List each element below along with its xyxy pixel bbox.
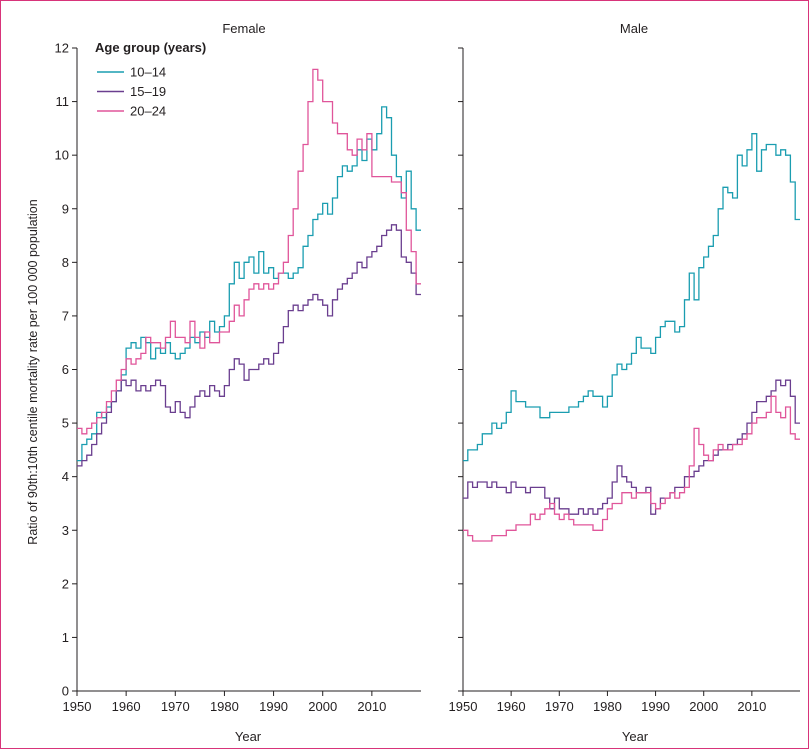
x-tick-label: 1980: [593, 699, 622, 714]
y-tick-label: 6: [62, 362, 69, 377]
female-panel-title: Female: [222, 21, 265, 36]
male-panel-title: Male: [620, 21, 648, 36]
x-tick-label: 2000: [689, 699, 718, 714]
male-panel: 1950 1960 1970 1980 1990 2000 2010: [449, 47, 800, 714]
x-tick-label: 1990: [259, 699, 288, 714]
y-tick-label: 11: [56, 94, 70, 109]
x-tick-label: 1970: [161, 699, 190, 714]
x-tick-label: 1980: [210, 699, 239, 714]
female-x-axis-label: Year: [235, 729, 262, 744]
x-tick-label: 1950: [63, 699, 92, 714]
legend-label: 10–14: [130, 65, 166, 80]
y-tick-label: 2: [62, 576, 69, 591]
y-tick-label: 1: [62, 630, 69, 645]
series-line-female-2: [77, 68, 421, 435]
series-line-male-0: [463, 133, 800, 462]
series-line-male-2: [463, 395, 800, 542]
legend-label: 15–19: [130, 84, 166, 99]
series-line-female-1: [77, 224, 421, 467]
y-tick-label: 4: [62, 469, 69, 484]
x-tick-label: 2010: [357, 699, 386, 714]
y-tick-label: 0: [62, 684, 69, 699]
series-line-female-0: [77, 106, 421, 462]
x-tick-label: 2010: [737, 699, 766, 714]
series-line-male-1: [463, 379, 800, 515]
legend-label: 20–24: [130, 104, 166, 119]
legend: Age group (years) 10–14 15–19 20–24: [95, 40, 206, 119]
x-tick-label: 1950: [449, 699, 478, 714]
x-tick-label: 1960: [497, 699, 526, 714]
y-tick-label: 9: [62, 201, 69, 216]
x-tick-label: 1970: [545, 699, 574, 714]
male-x-axis-label: Year: [622, 729, 649, 744]
y-tick-label: 10: [55, 148, 69, 163]
legend-title: Age group (years): [95, 40, 206, 55]
y-tick-label: 12: [55, 41, 69, 56]
y-tick-label: 7: [62, 308, 69, 323]
x-tick-label: 1990: [641, 699, 670, 714]
y-axis-label: Ratio of 90th:10th centile mortality rat…: [26, 199, 40, 544]
y-tick-label: 5: [62, 416, 69, 431]
y-tick-label: 3: [62, 523, 69, 538]
x-tick-label: 1960: [112, 699, 141, 714]
y-tick-label: 8: [62, 255, 69, 270]
x-tick-label: 2000: [308, 699, 337, 714]
